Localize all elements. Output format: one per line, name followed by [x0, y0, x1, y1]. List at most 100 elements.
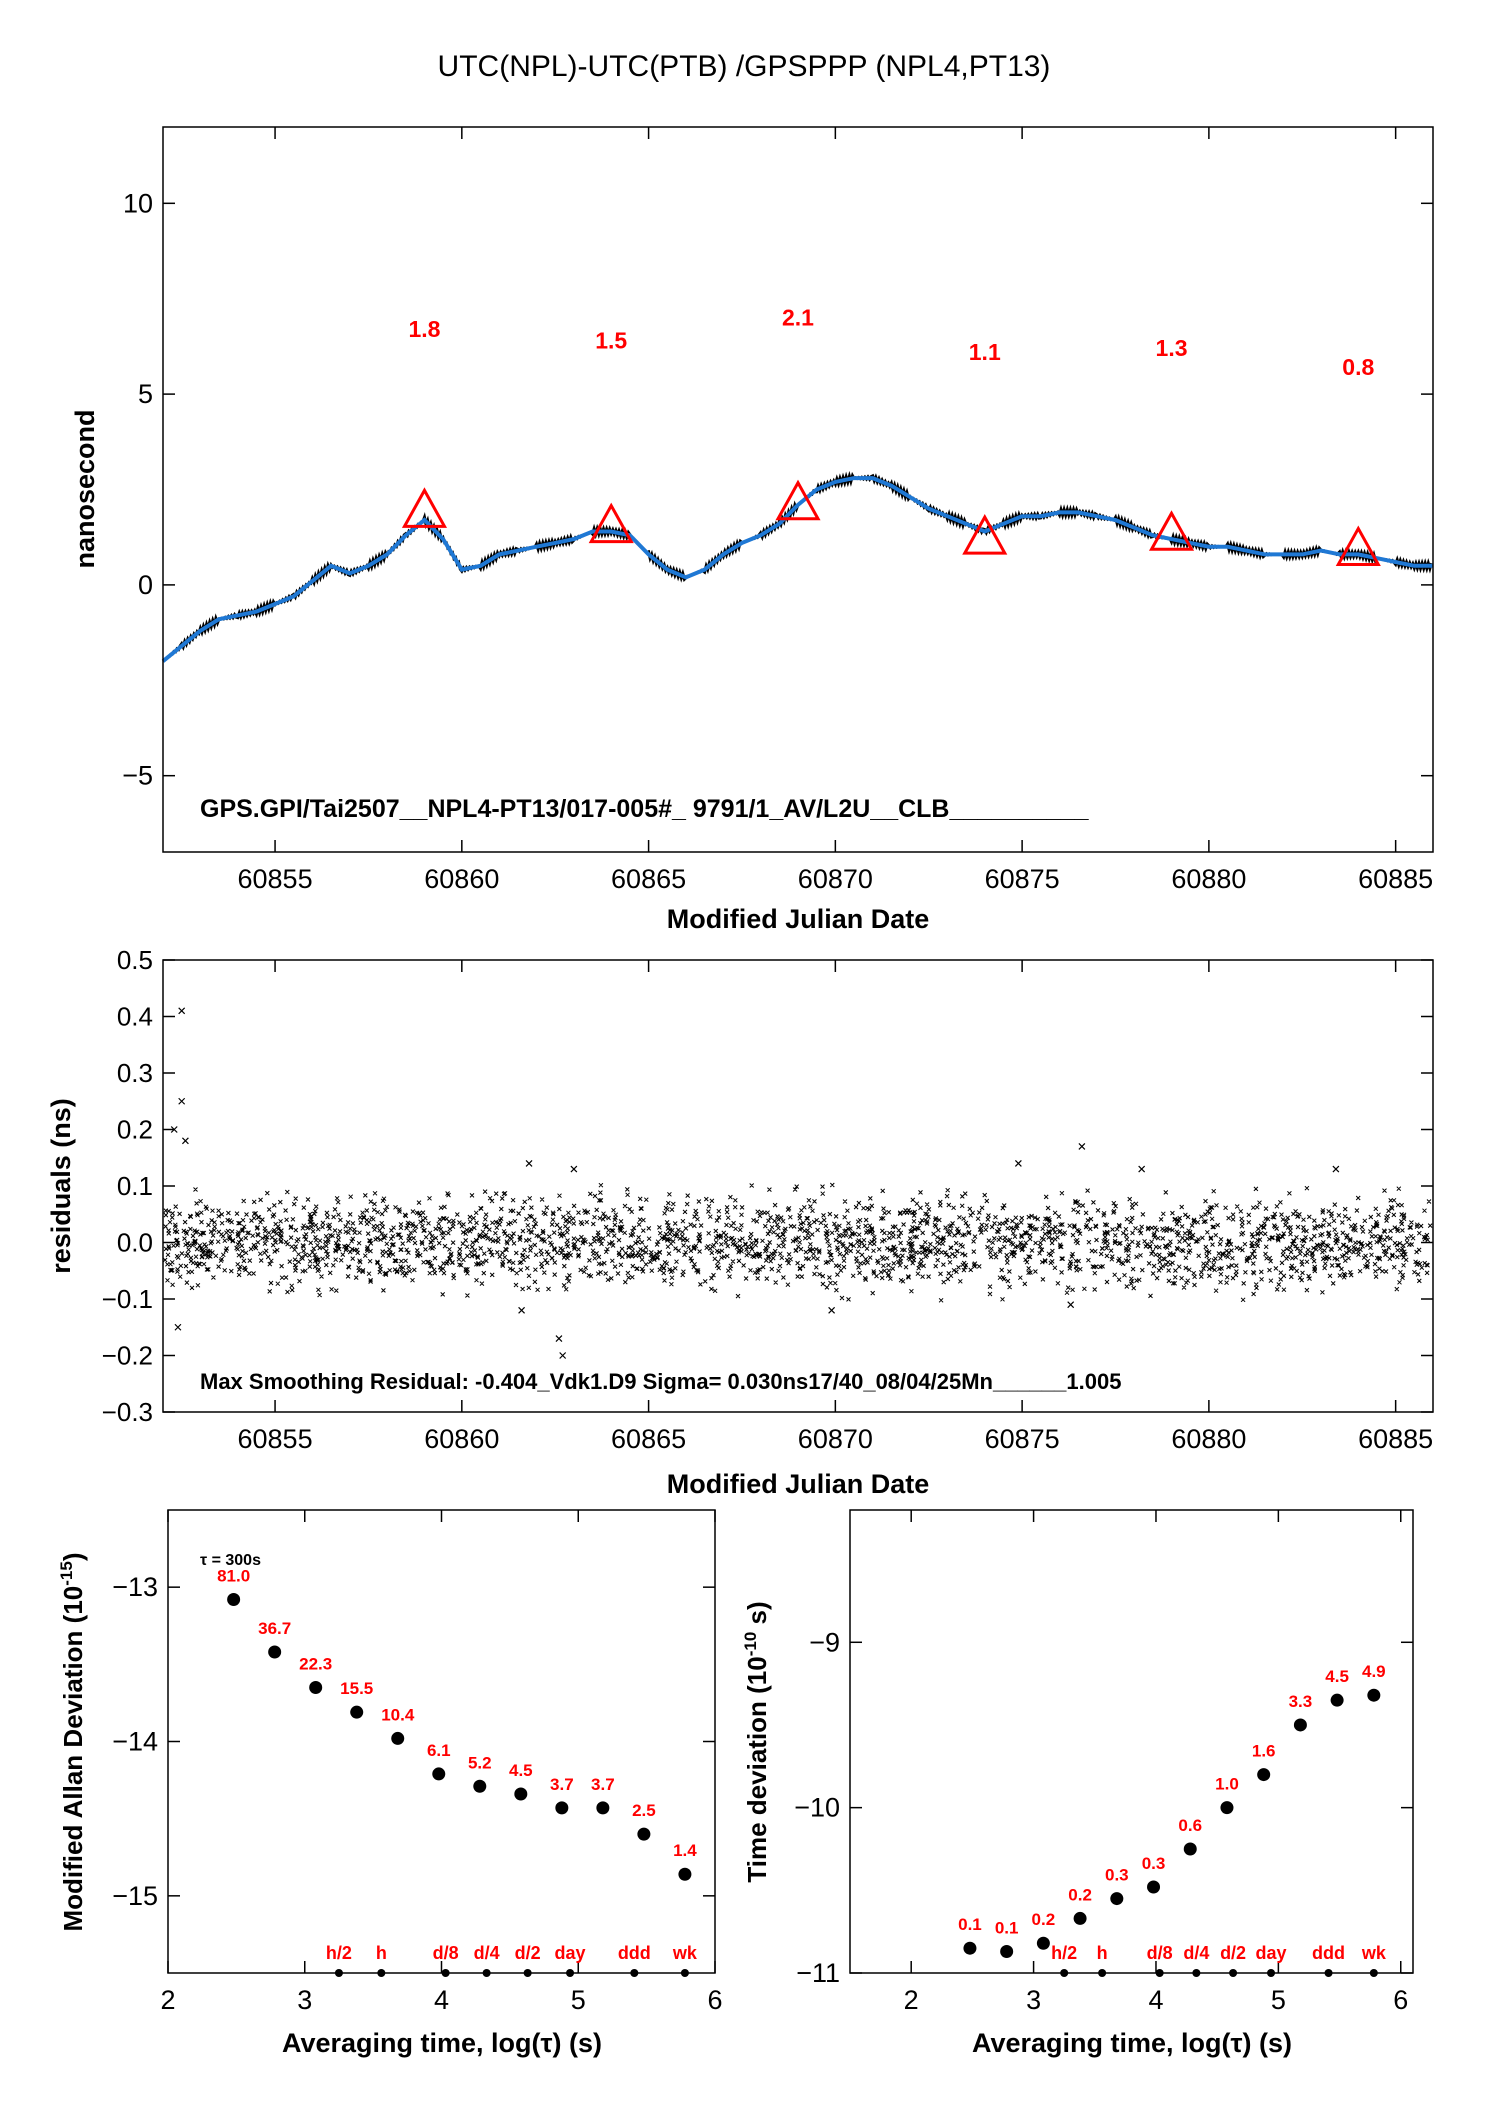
panel4-ylabel-end: s)	[742, 1601, 772, 1631]
panel2-x-tick-label: 60855	[238, 1424, 313, 1454]
panel2-y-tick-label: 0.3	[117, 1058, 153, 1088]
panel2-x-tick-label: 60865	[611, 1424, 686, 1454]
deviation-value-label: 3.7	[591, 1775, 615, 1794]
deviation-point	[514, 1787, 528, 1801]
residual-outlier-point	[570, 1165, 578, 1173]
panel2-xlabel: Modified Julian Date	[667, 1469, 930, 1499]
deviation-point	[596, 1801, 610, 1815]
residual-outlier-point	[1332, 1165, 1340, 1173]
panel3-x-tick-label: 6	[707, 1985, 722, 2015]
panel1-x-tick-label: 60870	[798, 864, 873, 894]
deviation-value-label: 0.2	[1032, 1910, 1056, 1929]
marker-value-label: 1.5	[595, 327, 627, 353]
panel1-frame	[162, 126, 1434, 853]
triangle-marker	[401, 487, 448, 528]
panel3-x-tick-label: 2	[160, 1985, 175, 2015]
panel2-x-tick-label: 60860	[424, 1424, 499, 1454]
residual-outlier-point	[828, 1306, 836, 1314]
panel2-y-tick-label: 0.4	[117, 1002, 153, 1032]
panel4-x-tick-label: 3	[1026, 1985, 1041, 2015]
panel3-ylabel-end: )	[58, 1553, 88, 1562]
smoothed-fit-line	[161, 476, 1433, 663]
panel2-ylabel: residuals (ns)	[46, 1098, 76, 1274]
deviation-value-label: 0.1	[995, 1919, 1019, 1938]
panel4-x-tick-label: 6	[1393, 1985, 1408, 2015]
panel1-marks: 60855 60860 60865 60870 60875 60880 60885 −5 0 5 1…	[122, 127, 1433, 894]
panel2-x-tick-label: 60880	[1171, 1424, 1246, 1454]
panel2-x-tick-label: 60870	[798, 1424, 873, 1454]
time-mark-label: h/2	[1051, 1943, 1077, 1963]
panel-residuals: 60855 60860 60865 60870 60875 60880 60885 −0.3 −…	[46, 945, 1434, 1499]
triangle-marker	[962, 514, 1008, 555]
triangle-marker	[1148, 510, 1195, 551]
marker-value-label: 1.1	[969, 339, 1001, 365]
panel-time-series: 60855 60860 60865 60870 60875 60880 60885 −5 0 5 1…	[70, 126, 1434, 934]
deviation-value-label: 1.4	[673, 1841, 697, 1860]
panel2-x-tick-label: 60875	[985, 1424, 1060, 1454]
deviation-value-label: 4.5	[1325, 1667, 1349, 1686]
panel4-xlabel: Averaging time, log(τ) (s)	[972, 2028, 1292, 2058]
residual-outlier-point	[1067, 1301, 1075, 1309]
deviation-value-label: 6.1	[427, 1741, 451, 1760]
panel4-frame	[849, 1509, 1414, 1974]
deviation-value-label: 36.7	[258, 1619, 291, 1638]
deviation-point	[227, 1593, 241, 1607]
deviation-value-label: 0.1	[958, 1915, 982, 1934]
deviation-point	[432, 1767, 446, 1781]
deviation-value-label: 22.3	[299, 1654, 332, 1673]
panel4-ylabel: Time deviation (10-10 s)	[741, 1601, 772, 1882]
marker-value-label: 0.8	[1342, 354, 1374, 380]
deviation-point	[1073, 1911, 1087, 1925]
panel2-x-tick-label: 60885	[1358, 1424, 1433, 1454]
residual-outlier-point	[178, 1097, 186, 1105]
time-mark-label: h	[376, 1943, 387, 1963]
panel1-xlabel: Modified Julian Date	[667, 904, 930, 934]
residual-outlier-point	[1138, 1165, 1146, 1173]
time-mark-label: ddd	[1312, 1943, 1345, 1963]
deviation-value-label: 81.0	[217, 1567, 250, 1586]
time-mark-label: day	[555, 1943, 586, 1963]
panel2-marks: 60855 60860 60865 60870 60875 60880 60885 −0.3 −…	[102, 945, 1434, 1454]
panel3-ylabel-main: Modified Allan Deviation (10	[58, 1586, 88, 1932]
panel1-y-tick-label: 0	[138, 570, 153, 600]
panel2-y-tick-label: 0.5	[117, 945, 153, 975]
panel2-annotation: Max Smoothing Residual: -0.404_Vdk1.D9 S…	[200, 1369, 1121, 1394]
panel4-y-tick-label: −10	[794, 1793, 840, 1823]
deviation-value-label: 15.5	[340, 1679, 373, 1698]
panel2-y-tick-label: −0.2	[102, 1341, 153, 1371]
panel1-x-tick-label: 60865	[611, 864, 686, 894]
figure-title: UTC(NPL)-UTC(PTB) /GPSPPP (NPL4,PT13)	[438, 50, 1051, 83]
panel1-x-tick-label: 60855	[238, 864, 313, 894]
time-mark-label: d/8	[1147, 1943, 1173, 1963]
deviation-value-label: 3.3	[1289, 1692, 1313, 1711]
deviation-value-label: 3.7	[550, 1775, 574, 1794]
deviation-point	[309, 1680, 323, 1694]
panel4-x-tick-label: 2	[904, 1985, 919, 2015]
residual-outlier-point	[181, 1137, 189, 1145]
panel4-x-tick-label: 4	[1148, 1985, 1163, 2015]
panel3-x-tick-label: 4	[434, 1985, 449, 2015]
residual-outlier-point	[174, 1323, 182, 1331]
deviation-point	[1110, 1892, 1124, 1906]
panel4-y-tick-label: −9	[809, 1627, 840, 1657]
residual-outlier-point	[518, 1306, 526, 1314]
panel3-ylabel-exp: -15	[57, 1561, 76, 1586]
marker-value-label: 1.8	[408, 316, 440, 342]
deviation-value-label: 0.2	[1068, 1885, 1092, 1904]
panel3-y-tick-label: −15	[112, 1881, 158, 1911]
time-mark-label: d/2	[515, 1943, 541, 1963]
time-mark-label: d/2	[1220, 1943, 1246, 1963]
deviation-point	[1293, 1718, 1307, 1732]
deviation-point	[1183, 1842, 1197, 1856]
deviation-point	[473, 1779, 487, 1793]
panel4-ylabel-exp: -10	[741, 1632, 760, 1657]
panel1-x-tick-label: 60860	[424, 864, 499, 894]
residual-outlier-point	[559, 1352, 567, 1359]
residual-outlier-point	[1078, 1143, 1086, 1150]
panel2-y-tick-label: 0.1	[117, 1171, 153, 1201]
time-mark-label: d/8	[433, 1943, 459, 1963]
deviation-point	[1257, 1768, 1271, 1782]
deviation-point	[1367, 1688, 1381, 1702]
residual-outlier-point	[170, 1126, 178, 1133]
